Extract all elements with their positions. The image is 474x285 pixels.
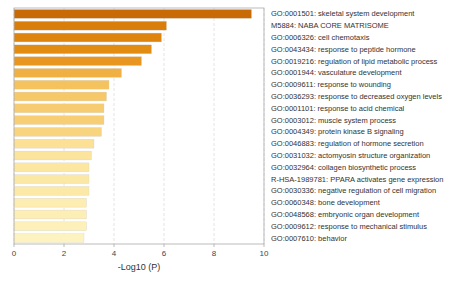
category-label: GO:0006326: cell chemotaxis — [271, 33, 370, 42]
bar — [14, 139, 94, 148]
bar — [14, 186, 89, 195]
tick-label: 2 — [62, 249, 67, 258]
tick-label: 6 — [162, 249, 167, 258]
category-label: GO:0030336: negative regulation of cell … — [271, 186, 436, 195]
bar — [14, 163, 89, 172]
bar — [14, 222, 87, 231]
tick-label: 0 — [12, 249, 17, 258]
bar — [14, 210, 87, 219]
tick-label: 10 — [260, 249, 269, 258]
category-label: M5884: NABA CORE MATRISOME — [271, 21, 389, 30]
tick-mark — [14, 244, 15, 247]
category-label: GO:0001944: vasculature development — [271, 68, 402, 77]
chart: 0 2 4 6 8 10 -Log10 (P) GO:0001501: skeletal sy… — [0, 0, 474, 285]
bar — [14, 175, 89, 184]
category-label: GO:0043434: response to peptide hormone — [271, 45, 416, 54]
category-label: GO:0060348: bone development — [271, 198, 381, 207]
tick-mark — [214, 244, 215, 247]
category-label: GO:0048568: embryonic organ development — [271, 210, 420, 219]
grid-line — [64, 8, 65, 244]
bar — [14, 80, 109, 89]
category-label: GO:0031032: actomyosin structure organiz… — [271, 151, 430, 160]
bar — [14, 151, 92, 160]
bars — [14, 9, 252, 242]
tick-label: 8 — [212, 249, 217, 258]
bar — [14, 234, 84, 243]
plot-frame — [14, 8, 264, 244]
category-label: R-HSA-1989781: PPARA activates gene expr… — [271, 175, 443, 184]
grid-line — [214, 8, 215, 244]
category-label: GO:0004349: protein kinase B signaling — [271, 127, 404, 136]
bar — [14, 33, 162, 42]
tick-label: 4 — [112, 249, 117, 258]
category-label: GO:0009611: response to wounding — [271, 80, 391, 89]
category-label: GO:0009612: response to mechanical stimu… — [271, 222, 427, 231]
x-axis: 0 2 4 6 8 10 — [12, 244, 269, 258]
category-label: GO:0003012: muscle system process — [271, 116, 396, 125]
tick-mark — [164, 244, 165, 247]
category-label: GO:0001101: response to acid chemical — [271, 104, 405, 113]
grid-line — [114, 8, 115, 244]
tick-mark — [114, 244, 115, 247]
bar — [14, 104, 104, 113]
x-axis-label: -Log10 (P) — [118, 262, 161, 272]
bar — [14, 21, 167, 30]
bar — [14, 127, 102, 136]
tick-mark — [264, 244, 265, 247]
grid — [14, 8, 264, 244]
category-label: GO:0007610: behavior — [271, 234, 347, 243]
category-label: GO:0036293: response to decreased oxygen… — [271, 92, 442, 101]
bar — [14, 92, 107, 101]
tick-mark — [64, 244, 65, 247]
bar — [14, 45, 152, 54]
category-label: GO:0019216: regulation of lipid metaboli… — [271, 57, 438, 66]
category-label: GO:0001501: skeletal system development — [271, 9, 415, 18]
bar — [14, 198, 87, 207]
bar — [14, 57, 142, 66]
bar — [14, 68, 122, 77]
bar — [14, 9, 252, 18]
category-labels: GO:0001501: skeletal system development M… — [271, 9, 443, 242]
category-label: GO:0046883: regulation of hormone secret… — [271, 139, 424, 148]
category-label: GO:0032964: collagen biosynthetic proces… — [271, 163, 416, 172]
bar — [14, 116, 104, 125]
grid-line — [164, 8, 165, 244]
